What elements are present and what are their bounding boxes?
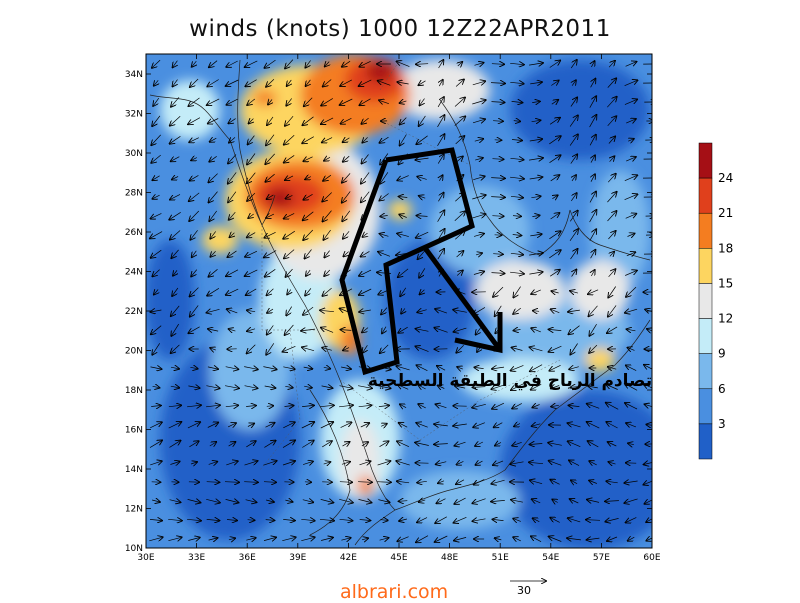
colorbar-swatch (699, 319, 712, 354)
lon-tick-label: 57E (593, 553, 610, 563)
lon-tick-label: 51E (492, 553, 509, 563)
lon-tick-label: 39E (289, 553, 306, 563)
lat-tick-label: 14N (125, 465, 143, 475)
colorbar-label: 6 (718, 382, 726, 396)
lat-tick-label: 34N (125, 70, 143, 80)
lat-tick-label: 10N (125, 544, 143, 554)
lon-tick-label: 33E (188, 553, 205, 563)
lon-tick-label: 60E (643, 553, 660, 563)
lat-tick-label: 28N (125, 189, 143, 199)
lon-tick-label: 36E (239, 553, 256, 563)
shaded-wind-field (145, 54, 680, 550)
colorbar-swatch (699, 248, 712, 283)
lon-tick-label: 45E (390, 553, 407, 563)
colorbar-swatch (699, 424, 712, 459)
lon-tick-label: 42E (340, 553, 357, 563)
colorbar-swatch (699, 389, 712, 424)
lat-tick-label: 30N (125, 149, 143, 159)
lat-tick-label: 24N (125, 268, 143, 278)
lon-tick-label: 54E (542, 553, 559, 563)
colorbar-label: 3 (718, 417, 726, 431)
colorbar: 24 21 18 15 12 9 6 3 (699, 143, 733, 459)
colorbar-label: 15 (718, 276, 733, 290)
lat-tick-label: 26N (125, 228, 143, 238)
colorbar-swatch (699, 143, 712, 178)
lon-tick-label: 30E (137, 553, 154, 563)
lon-tick-label: 48E (441, 553, 458, 563)
lat-tick-label: 20N (125, 347, 143, 357)
colorbar-label: 24 (718, 171, 733, 185)
colorbar-label: 18 (718, 241, 733, 255)
lat-tick-label: 18N (125, 386, 143, 396)
lat-tick-label: 16N (125, 426, 143, 436)
annotation-text: تصادم الرياح في الطبقة السطحية (368, 371, 652, 391)
colorbar-swatch (699, 354, 712, 389)
colorbar-label: 21 (718, 206, 733, 220)
colorbar-swatch (699, 213, 712, 248)
colorbar-label: 12 (718, 312, 733, 326)
colorbar-swatch (699, 178, 712, 213)
lat-tick-label: 22N (125, 307, 143, 317)
colorbar-swatch (699, 283, 712, 318)
reference-vector-label: 30 (517, 584, 531, 597)
lat-tick-label: 32N (125, 110, 143, 120)
lat-tick-label: 12N (125, 505, 143, 515)
colorbar-label: 9 (718, 347, 726, 361)
